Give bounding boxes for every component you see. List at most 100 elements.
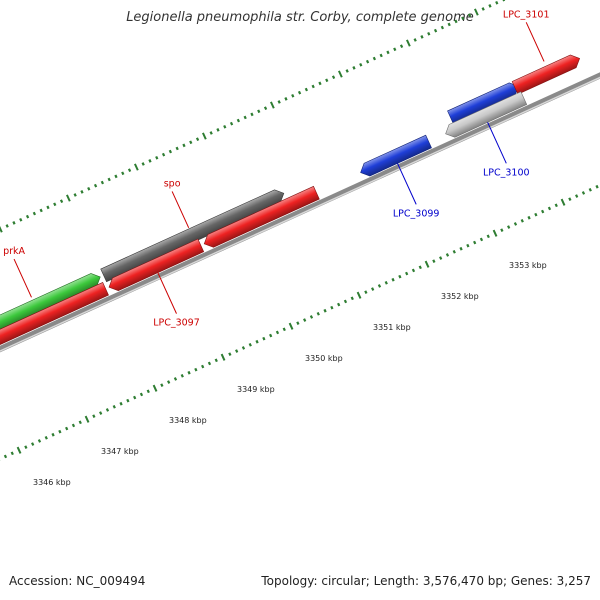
inner-minor-tick [520,219,524,223]
outer-minor-tick [495,0,499,5]
gene-arrow [203,185,320,248]
leader-line [397,163,417,205]
inner-minor-tick [377,284,382,288]
leader-line [157,272,177,314]
inner-major-tick [152,384,158,392]
outer-minor-tick [243,115,247,120]
inner-minor-tick [316,312,320,316]
inner-minor-tick [99,411,103,415]
outer-minor-tick [304,87,308,92]
outer-minor-tick [189,140,193,145]
inner-major-tick [560,198,566,206]
inner-minor-tick [58,429,62,434]
inner-minor-tick [432,259,436,263]
outer-major-tick [0,225,3,233]
outer-minor-tick [19,217,23,222]
inner-minor-tick [581,191,586,195]
scale-label: 3348 kbp [169,416,207,425]
scale-label: 3353 kbp [509,261,547,270]
gene-features [0,54,581,355]
inner-minor-tick [323,308,327,313]
inner-minor-tick [309,315,314,319]
outer-minor-tick [175,146,179,151]
outer-minor-tick [5,224,9,228]
scale-label: 3349 kbp [237,385,275,394]
inner-minor-tick [105,408,110,412]
gene-label: LPC_3100 [483,167,530,178]
outer-minor-tick [461,16,465,21]
inner-minor-tick [466,243,470,248]
outer-minor-tick [393,47,397,52]
outer-minor-tick [168,149,172,154]
outer-major-tick [66,194,71,202]
outer-minor-tick [12,221,16,225]
outer-minor-tick [433,28,438,33]
outer-minor-tick [372,56,376,61]
inner-minor-tick [180,374,184,378]
inner-minor-tick [160,383,164,387]
inner-minor-tick [146,389,150,394]
inner-minor-tick [439,256,443,260]
inner-major-tick [288,322,294,330]
inner-minor-tick [507,225,511,229]
inner-minor-tick [371,287,375,291]
inner-minor-tick [269,333,273,338]
outer-minor-tick [331,75,336,79]
inner-major-tick [424,260,430,268]
gene-label: spo [164,178,181,189]
outer-minor-tick [365,59,370,64]
outer-minor-tick [182,143,186,148]
outer-minor-tick [46,205,50,210]
backbone-line [0,72,600,353]
outer-minor-tick [73,193,77,197]
gene-feature [203,185,320,248]
map-title: Legionella pneumophila str. Corby, compl… [126,10,474,25]
outer-minor-tick [277,100,281,104]
gene-arrow [0,282,109,355]
outer-minor-tick [229,121,234,126]
outer-major-tick [474,8,479,16]
outer-minor-tick [209,131,213,135]
inner-major-tick [16,446,22,454]
outer-minor-tick [297,90,302,95]
inner-minor-tick [133,395,137,400]
outer-minor-tick [263,106,268,110]
inner-minor-tick [119,401,123,406]
inner-minor-tick [588,188,592,192]
outer-minor-tick [345,69,349,73]
inner-minor-tick [51,432,55,437]
inner-minor-tick [473,240,477,245]
outer-minor-tick [413,38,417,42]
inner-minor-tick [350,296,354,301]
inner-major-tick [356,291,362,299]
outer-minor-tick [352,66,356,70]
inner-minor-tick [391,277,395,282]
gene-arrow [511,54,581,95]
gene-feature [100,189,285,283]
leader-line [525,22,545,62]
outer-minor-tick [32,211,36,216]
outer-major-tick [406,39,411,47]
outer-minor-tick [87,186,91,191]
gene-feature [360,134,432,177]
inner-minor-tick [296,321,300,325]
inner-minor-tick [24,445,28,449]
inner-minor-tick [194,367,198,372]
inner-minor-tick [78,420,82,425]
gene-feature [0,273,101,343]
inner-minor-tick [479,237,484,242]
scale-labels: 3346 kbp 3347 kbp 3348 kbp 3349 kbp 3350 kbp… [33,261,547,487]
inner-minor-tick [330,305,334,310]
leader-line [487,122,507,164]
inner-minor-tick [405,271,409,276]
outer-minor-tick [379,53,383,58]
inner-minor-tick [418,265,422,270]
outer-minor-tick [257,109,261,114]
inner-minor-tick [10,451,14,456]
inner-minor-tick [452,250,456,254]
outer-minor-tick [100,180,104,185]
gene-arrow [0,273,101,343]
inner-minor-tick [139,392,144,397]
inner-minor-tick [445,253,450,257]
gene-feature [445,91,528,138]
